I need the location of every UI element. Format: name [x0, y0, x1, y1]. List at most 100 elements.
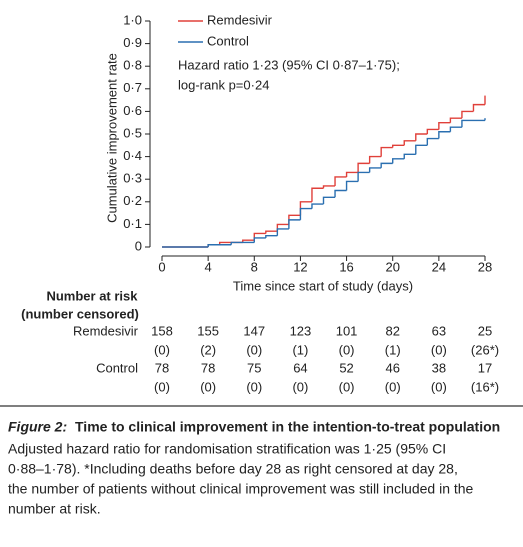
y-tick-label: 0·1 — [123, 216, 142, 231]
caption-line: the number of patients without clinical … — [8, 481, 474, 497]
risk-censored: (26*) — [471, 342, 499, 357]
step-segment — [322, 196, 336, 205]
x-tick-label: 8 — [251, 259, 258, 274]
step-segment — [253, 237, 266, 243]
x-tick-label: 20 — [385, 259, 399, 274]
x-tick-label: 12 — [293, 259, 307, 274]
risk-at-risk: 147 — [243, 323, 265, 338]
step-segment — [253, 232, 266, 241]
step-segment — [403, 140, 416, 146]
y-tick-label: 0·4 — [123, 148, 142, 163]
risk-censored: (1) — [385, 342, 401, 357]
step-segment — [438, 122, 451, 130]
risk-censored: (0) — [385, 379, 401, 394]
y-tick-label: 0·6 — [123, 103, 142, 118]
x-tick-label: 16 — [339, 259, 353, 274]
risk-censored: (2) — [200, 342, 216, 357]
step-segment — [426, 137, 439, 146]
y-tick-label: 0·8 — [123, 58, 142, 73]
risk-at-risk: 78 — [155, 360, 169, 375]
risk-censored: (1) — [292, 342, 308, 357]
annotation: log-rank p=0·24 — [178, 77, 269, 92]
step-segment — [415, 144, 428, 155]
step-segment — [449, 126, 462, 132]
step-segment — [426, 128, 439, 134]
step-segment — [276, 223, 289, 232]
risk-at-risk: 17 — [478, 360, 492, 375]
step-segment — [472, 103, 485, 112]
legend-label: Remdesivir — [207, 12, 273, 27]
caption-label: Figure 2: — [8, 419, 67, 435]
risk-at-risk: 158 — [151, 323, 173, 338]
risk-at-risk: 52 — [339, 360, 353, 375]
risk-row-name: Remdesivir — [73, 323, 139, 338]
caption-line: Adjusted hazard ratio for randomisation … — [8, 441, 446, 457]
step-segment — [368, 155, 382, 164]
risk-censored: (0) — [154, 379, 170, 394]
risk-at-risk: 82 — [385, 323, 399, 338]
y-axis-label: Cumulative improvement rate — [104, 53, 119, 223]
step-segment — [311, 203, 324, 209]
step-segment — [242, 239, 255, 243]
risk-censored: (0) — [339, 379, 355, 394]
risk-at-risk: 25 — [478, 323, 492, 338]
x-tick-label: 4 — [205, 259, 212, 274]
risk-row-name: Control — [96, 360, 138, 375]
y-tick-label: 0·2 — [123, 193, 142, 208]
caption-line: number at risk. — [8, 501, 101, 517]
x-tick-label: 28 — [478, 259, 492, 274]
risk-at-risk: 123 — [290, 323, 312, 338]
step-segment — [461, 119, 485, 128]
step-segment — [392, 144, 405, 148]
x-tick-label: 24 — [432, 259, 446, 274]
caption-title: Time to clinical improvement in the inte… — [75, 419, 500, 435]
step-segment — [345, 171, 359, 177]
legend-label: Control — [207, 33, 249, 48]
risk-at-risk: 75 — [247, 360, 261, 375]
risk-censored: (16*) — [471, 379, 499, 394]
step-segment — [207, 244, 232, 247]
step-segment — [265, 230, 278, 234]
risk-censored: (0) — [431, 342, 447, 357]
risk-table-title: Number at risk — [46, 288, 138, 303]
step-segment — [380, 146, 393, 157]
step-segment — [311, 187, 324, 202]
risk-censored: (0) — [339, 342, 355, 357]
step-segment — [438, 131, 451, 139]
step-segment — [461, 110, 474, 119]
step-segment — [368, 167, 382, 173]
step-segment — [299, 207, 312, 220]
step-segment — [265, 235, 278, 238]
step-segment — [392, 158, 405, 164]
step-segment — [276, 228, 289, 236]
risk-at-risk: 38 — [432, 360, 446, 375]
y-tick-label: 1·0 — [123, 12, 142, 27]
step-segment — [415, 133, 428, 141]
risk-censored: (0) — [292, 379, 308, 394]
y-tick-label: 0·3 — [123, 171, 142, 186]
caption-line: 0·88–1·78). *Including deaths before day… — [8, 461, 458, 477]
risk-at-risk: 101 — [336, 323, 358, 338]
step-segment — [380, 162, 393, 168]
step-segment — [403, 153, 416, 159]
y-tick-label: 0·5 — [123, 125, 142, 140]
step-segment — [288, 219, 301, 229]
step-segment — [334, 189, 347, 198]
risk-at-risk: 64 — [293, 360, 307, 375]
risk-at-risk: 46 — [385, 360, 399, 375]
risk-at-risk: 63 — [432, 323, 446, 338]
step-segment — [230, 241, 255, 245]
step-segment — [345, 180, 359, 191]
y-tick-label: 0·7 — [123, 80, 142, 95]
risk-table-subtitle: (number censored) — [21, 306, 139, 321]
risk-at-risk: 78 — [201, 360, 215, 375]
risk-censored: (0) — [200, 379, 216, 394]
step-segment — [357, 162, 370, 173]
x-axis-label: Time since start of study (days) — [233, 278, 413, 293]
risk-censored: (0) — [154, 342, 170, 357]
step-segment — [449, 117, 462, 123]
y-tick-label: 0·9 — [123, 35, 142, 50]
risk-censored: (0) — [246, 379, 262, 394]
y-tick-label: 0 — [135, 238, 142, 253]
